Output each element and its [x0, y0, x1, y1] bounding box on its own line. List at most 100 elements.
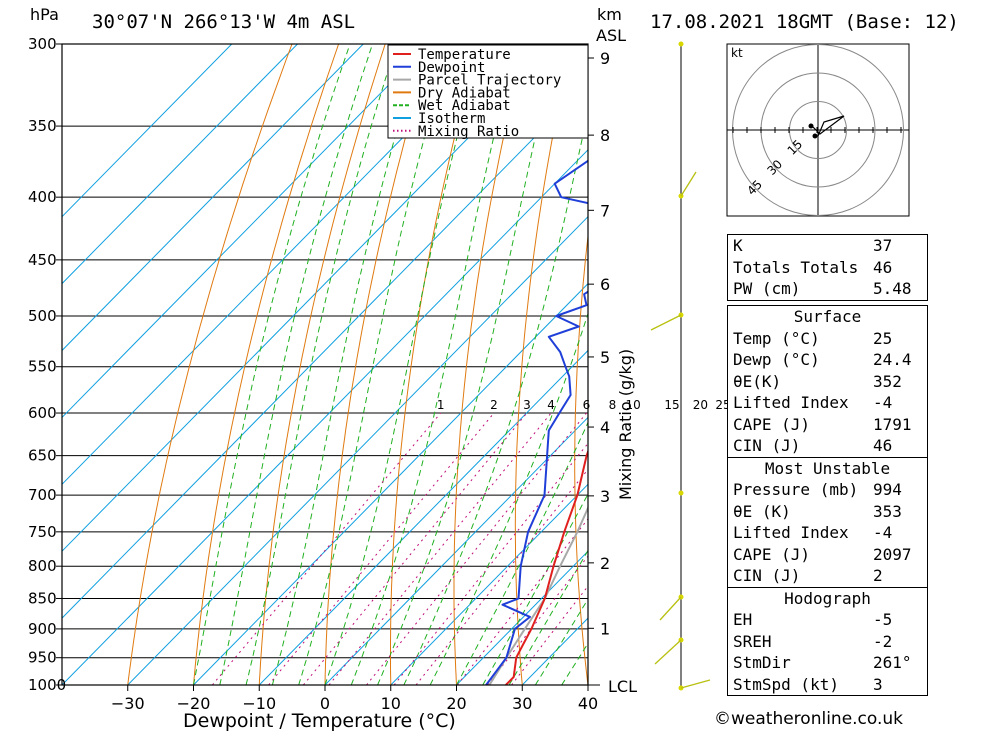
mixing-ratio-label: 4 — [547, 398, 555, 412]
index-value: 25 — [873, 328, 893, 348]
hodo-row: SREH -2 — [728, 631, 927, 653]
x-axis-label: Dewpoint / Temperature (°C) — [183, 710, 456, 732]
mu-row: θE (K) 353 — [728, 501, 927, 523]
index-label: Lifted Index — [733, 393, 849, 412]
wind-level-dot — [678, 490, 684, 496]
index-label: StmSpd (kt) — [733, 674, 839, 694]
mixing-ratio-label: 1 — [437, 398, 445, 412]
isotherm-line — [62, 44, 561, 552]
mixing-ratio-axis-label: Mixing Ratio (g/kg) — [616, 349, 635, 500]
pressure-tick-label: 950 — [28, 649, 57, 667]
isotherm-line — [324, 416, 588, 685]
index-row-k: K 37 — [728, 235, 927, 257]
isotherm-line — [62, 82, 588, 619]
wet-adiabat-line — [193, 44, 351, 685]
index-label: SREH — [733, 631, 772, 651]
wind-barb — [654, 639, 682, 665]
wet-adiabat-line — [298, 44, 451, 685]
pressure-tick-label: 1000 — [28, 676, 66, 694]
dewpoint-line — [485, 44, 588, 685]
mixing-ratio-label: 6 — [583, 398, 591, 412]
hodo-row: StmDir 261° — [728, 652, 927, 674]
pressure-tick-label: 750 — [28, 523, 57, 541]
mu-row: Pressure (mb) 994 — [728, 479, 927, 501]
index-label: θE(K) — [733, 371, 782, 391]
dry-adiabat-line — [127, 44, 293, 685]
wind-barb — [650, 314, 682, 331]
isotherm-line — [62, 44, 430, 419]
mu-row: CAPE (J) 2097 — [728, 544, 927, 566]
temperature-line — [505, 448, 588, 685]
index-value: -4 — [873, 393, 893, 412]
index-label: Pressure (mb) — [733, 480, 859, 499]
km-tick-label: 5 — [600, 348, 610, 367]
temp-tick-label: 10 — [381, 694, 401, 713]
isotherm-line — [62, 44, 364, 352]
wet-adiabat-line — [403, 109, 588, 685]
parcel-trajectory-line — [488, 505, 588, 685]
index-label: Totals Totals — [733, 257, 859, 277]
dry-adiabat-line — [324, 44, 433, 685]
pressure-tick-label: 300 — [28, 35, 57, 53]
wet-adiabat-line — [482, 493, 588, 685]
surface-row: Dewp (°C) 24.4 — [728, 349, 927, 371]
pressure-tick-label: 900 — [28, 620, 57, 638]
index-label: CAPE (J) — [733, 544, 811, 564]
wet-adiabat-line — [245, 44, 397, 685]
mixing-ratio-label: 2 — [490, 398, 498, 412]
index-value: 994 — [873, 480, 902, 499]
datetime-title: 17.08.2021 18GMT (Base: 12) — [650, 11, 959, 33]
isotherm-line — [62, 44, 233, 218]
index-value: 5.48 — [873, 279, 912, 298]
mu-row: Lifted Index -4 — [728, 522, 927, 544]
mixing-ratio-label: 25 — [715, 398, 730, 412]
km-tick-label: 9 — [600, 49, 610, 68]
index-row-pw: PW (cm) 5.48 — [728, 278, 927, 300]
mixing-ratio-line — [303, 412, 528, 685]
mixing-ratio-line — [328, 412, 552, 685]
index-label: CIN (J) — [733, 436, 801, 455]
index-value: 24.4 — [873, 350, 912, 369]
wet-adiabat-line — [324, 44, 483, 685]
temp-tick-label: 20 — [446, 694, 466, 713]
index-label: Temp (°C) — [733, 328, 820, 348]
km-tick-label: 6 — [600, 275, 610, 294]
pressure-tick-label: 650 — [28, 447, 57, 465]
isotherm-line — [62, 44, 298, 285]
index-value: 1791 — [873, 414, 912, 434]
index-row-totals: Totals Totals 46 — [728, 257, 927, 279]
wind-barb — [680, 679, 711, 689]
copyright-link[interactable]: ©weatheronline.co.uk — [714, 709, 904, 729]
lcl-label: LCL — [608, 677, 637, 696]
surface-row: Lifted Index -4 — [728, 392, 927, 414]
dry-adiabat-line — [632, 44, 665, 685]
dry-adiabat-line — [193, 44, 340, 685]
index-label: Dewp (°C) — [733, 350, 820, 369]
dry-adiabat-line — [574, 232, 588, 685]
index-value: -4 — [873, 523, 893, 542]
asl-label: ASL — [596, 26, 626, 45]
isotherm-line — [62, 149, 588, 685]
pressure-tick-label: 850 — [28, 589, 57, 607]
km-tick-label: 4 — [600, 418, 610, 437]
index-value: -2 — [873, 631, 893, 651]
mixing-ratio-label: 10 — [626, 398, 641, 412]
dry-adiabat-line — [514, 44, 573, 685]
mixing-ratio-line — [393, 442, 588, 685]
wind-barb — [659, 596, 682, 621]
hodo-row: EH -5 — [728, 609, 927, 631]
temp-tick-label: −30 — [111, 694, 145, 713]
temp-tick-label: 0 — [320, 694, 330, 713]
index-value: 46 — [873, 257, 893, 277]
index-label: CIN (J) — [733, 566, 801, 585]
mixing-ratio-label: 3 — [523, 398, 531, 412]
index-value: 353 — [873, 501, 902, 521]
index-label: PW (cm) — [733, 279, 801, 298]
mixing-ratio-line — [487, 555, 588, 685]
temp-tick-label: 40 — [578, 694, 598, 713]
dry-adiabat-line — [991, 44, 1000, 685]
hodograph-point — [808, 123, 814, 129]
legend-box — [387, 44, 589, 139]
isotherm-line — [390, 483, 588, 685]
